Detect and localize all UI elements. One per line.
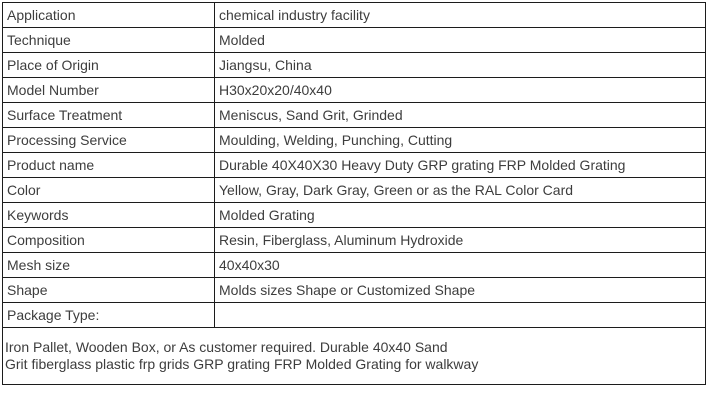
spec-label: Technique — [2, 27, 215, 53]
spec-label: Shape — [2, 277, 215, 303]
spec-value: Moulding, Welding, Punching, Cutting — [214, 127, 706, 153]
table-row: Technique Molded — [2, 27, 706, 53]
table-row: Product name Durable 40X40X30 Heavy Duty … — [2, 152, 706, 178]
table-row: Processing Service Moulding, Welding, Pun… — [2, 127, 706, 153]
table-row: Mesh size 40x40x30 — [2, 252, 706, 278]
table-row: Application chemical industry facility — [2, 2, 706, 28]
spec-value — [214, 302, 706, 328]
spec-label: Color — [2, 177, 215, 203]
spec-value: Molds sizes Shape or Customized Shape — [214, 277, 706, 303]
spec-rows: Application chemical industry facility Tec… — [2, 2, 706, 328]
spec-label: Package Type: — [2, 302, 215, 328]
package-note-text: Iron Pallet, Wooden Box, or As customer … — [2, 327, 706, 385]
table-row-package-note: Iron Pallet, Wooden Box, or As customer … — [2, 327, 706, 385]
spec-value: Resin, Fiberglass, Aluminum Hydroxide — [214, 227, 706, 253]
table-row: Composition Resin, Fiberglass, Aluminum H… — [2, 227, 706, 253]
table-row: Package Type: — [2, 302, 706, 328]
spec-label: Product name — [2, 152, 215, 178]
spec-value: Jiangsu, China — [214, 52, 706, 78]
spec-label: Surface Treatment — [2, 102, 215, 128]
spec-value: 40x40x30 — [214, 252, 706, 278]
spec-label: Mesh size — [2, 252, 215, 278]
table-row: Surface Treatment Meniscus, Sand Grit, Gr… — [2, 102, 706, 128]
spec-value: chemical industry facility — [214, 2, 706, 28]
table-row: Keywords Molded Grating — [2, 202, 706, 228]
spec-value: Meniscus, Sand Grit, Grinded — [214, 102, 706, 128]
spec-value: Durable 40X40X30 Heavy Duty GRP grating … — [214, 152, 706, 178]
spec-label: Processing Service — [2, 127, 215, 153]
spec-value: H30x20x20/40x40 — [214, 77, 706, 103]
table-row: Color Yellow, Gray, Dark Gray, Green or a… — [2, 177, 706, 203]
table-row: Place of Origin Jiangsu, China — [2, 52, 706, 78]
spec-label: Composition — [2, 227, 215, 253]
spec-label: Place of Origin — [2, 52, 215, 78]
spec-label: Application — [2, 2, 215, 28]
spec-value: Yellow, Gray, Dark Gray, Green or as the… — [214, 177, 706, 203]
product-spec-table: Application chemical industry facility Tec… — [2, 2, 706, 385]
spec-value: Molded Grating — [214, 202, 706, 228]
table-row: Model Number H30x20x20/40x40 — [2, 77, 706, 103]
spec-label: Model Number — [2, 77, 215, 103]
spec-value: Molded — [214, 27, 706, 53]
note-section: Iron Pallet, Wooden Box, or As customer … — [2, 327, 706, 385]
table-row: Shape Molds sizes Shape or Customized Sha… — [2, 277, 706, 303]
spec-label: Keywords — [2, 202, 215, 228]
